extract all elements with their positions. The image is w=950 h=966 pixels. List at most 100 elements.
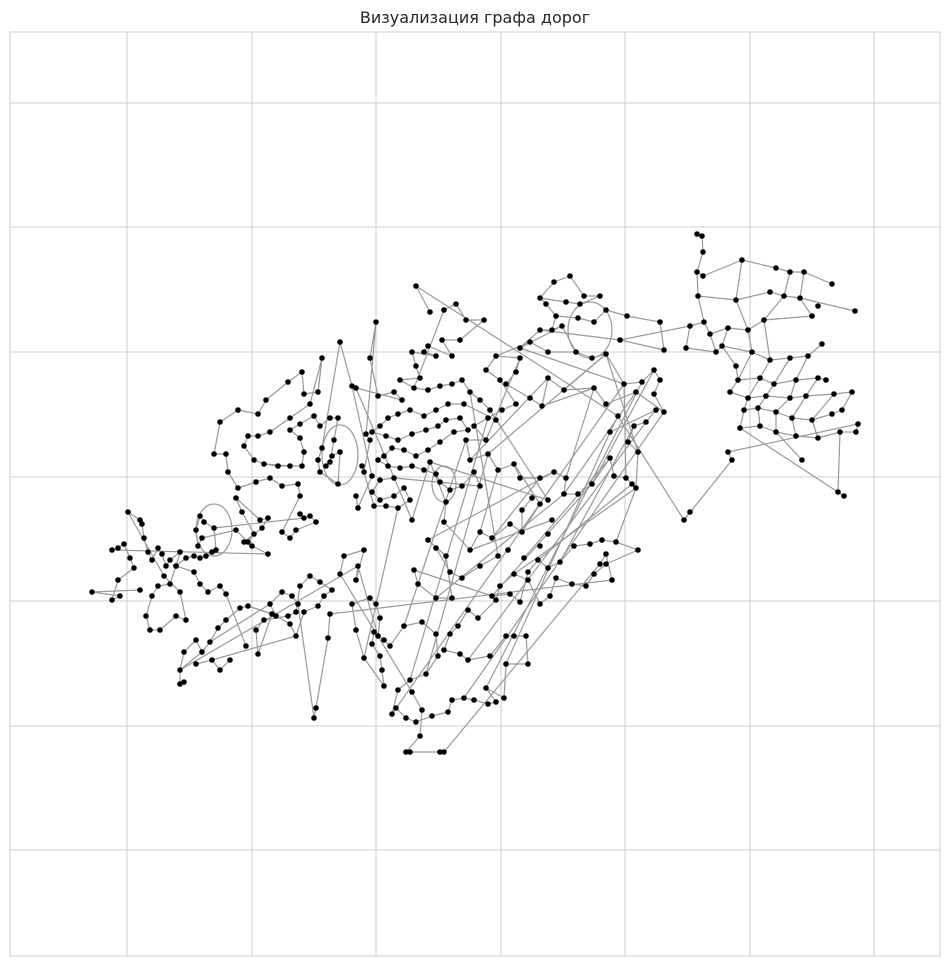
graph-edge <box>751 351 771 361</box>
graph-edge <box>735 299 749 331</box>
graph-edge <box>709 327 729 335</box>
graph-edge <box>477 599 497 619</box>
graph-edge <box>417 583 437 599</box>
graph-node <box>435 423 441 429</box>
graph-node <box>713 349 719 355</box>
graph-edge <box>559 545 575 563</box>
graph-node <box>661 409 667 415</box>
graph-node <box>497 377 503 383</box>
graph-edge <box>241 511 255 535</box>
graph-edge <box>257 613 273 655</box>
graph-edge <box>593 387 607 405</box>
graph-node <box>700 273 706 279</box>
graph-node <box>427 309 433 315</box>
graph-node <box>503 633 509 639</box>
graph-node <box>385 415 391 421</box>
graph-edge <box>623 383 627 479</box>
graph-node <box>147 627 153 633</box>
graph-node <box>591 319 597 325</box>
graph-node <box>335 481 341 487</box>
graph-node <box>803 393 809 399</box>
graph-node <box>773 429 779 435</box>
graph-node <box>369 473 375 479</box>
graph-edge <box>469 519 553 551</box>
plot-frame <box>9 31 941 957</box>
graph-node <box>409 349 415 355</box>
graph-node <box>217 667 223 673</box>
graph-node <box>315 603 321 609</box>
graph-node <box>511 633 517 639</box>
graph-node <box>809 313 815 319</box>
graph-node <box>297 421 303 427</box>
graph-node <box>437 439 443 445</box>
graph-node <box>233 527 239 533</box>
graph-edge <box>389 625 405 647</box>
graph-node <box>683 345 689 351</box>
graph-node <box>521 555 527 561</box>
graph-node <box>487 653 493 659</box>
graph-node <box>383 433 389 439</box>
graph-node <box>433 407 439 413</box>
graph-edge <box>459 319 485 341</box>
graph-edge <box>243 445 255 461</box>
graph-node <box>447 569 453 575</box>
graph-node <box>317 423 323 429</box>
graph-node <box>694 231 700 237</box>
graph-node <box>829 411 835 417</box>
graph-node <box>495 467 501 473</box>
graph-node <box>381 637 387 643</box>
graph-node <box>603 307 609 313</box>
graph-node <box>537 327 543 333</box>
graph-node <box>559 323 565 329</box>
graph-node <box>383 503 389 509</box>
graph-node <box>297 435 303 441</box>
graph-node <box>377 477 383 483</box>
graph-edge <box>363 507 399 659</box>
graph-node <box>467 547 473 553</box>
graph-node <box>421 349 427 355</box>
graph-node <box>485 451 491 457</box>
graph-node <box>167 557 173 563</box>
graph-node <box>407 749 413 755</box>
graph-node <box>177 589 183 595</box>
graph-node <box>239 509 245 515</box>
graph-node <box>173 563 179 569</box>
graph-node <box>425 537 431 543</box>
graph-node <box>525 661 531 667</box>
graph-node <box>757 375 763 381</box>
graph-node <box>401 447 407 453</box>
graph-node <box>551 279 557 285</box>
graph-node <box>737 425 743 431</box>
graph-node <box>155 583 161 589</box>
graph-edge <box>489 635 507 657</box>
graph-node <box>433 595 439 601</box>
graph-node <box>459 377 465 383</box>
graph-edge <box>803 271 833 285</box>
graph-node <box>183 617 189 623</box>
graph-node <box>819 341 825 347</box>
graph-node <box>567 273 573 279</box>
graph-edge <box>469 453 489 461</box>
graph-node <box>227 657 233 663</box>
graph-edge <box>747 319 765 331</box>
graph-node <box>767 289 773 295</box>
graph-node <box>161 573 167 579</box>
graph-node <box>319 355 325 361</box>
graph-edge <box>469 391 499 557</box>
graph-edge <box>737 377 761 381</box>
graph-node <box>341 553 347 559</box>
graph-node <box>699 233 705 239</box>
graph-edge <box>527 579 541 605</box>
graph-node <box>497 583 503 589</box>
graph-node <box>852 308 858 314</box>
graph-node <box>477 483 483 489</box>
graph-edge <box>289 403 311 419</box>
graph-edge <box>265 381 289 401</box>
graph-node <box>409 689 415 695</box>
graph-node <box>433 471 439 477</box>
graph-node <box>261 461 267 467</box>
graph-node <box>853 429 859 435</box>
graph-node <box>635 547 641 553</box>
graph-node <box>707 331 713 337</box>
graph-edge <box>309 357 323 405</box>
